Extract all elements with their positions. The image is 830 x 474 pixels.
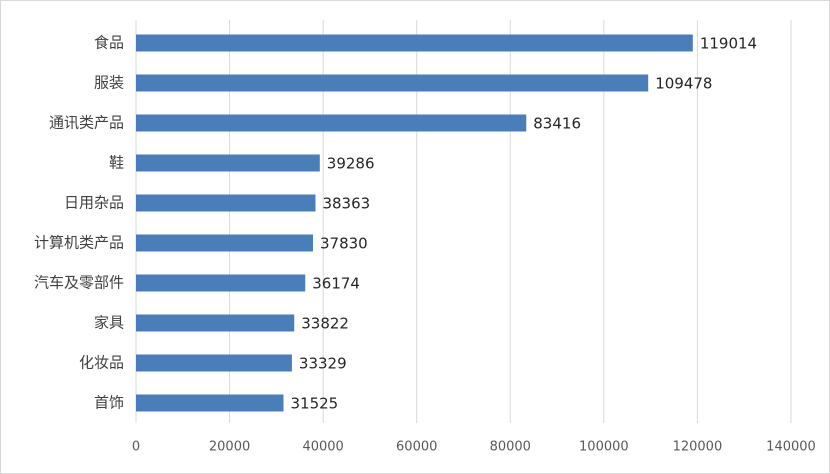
x-tick-label: 140000 <box>766 440 816 455</box>
x-tick-label: 60000 <box>396 440 437 455</box>
y-tick-label: 通讯类产品 <box>49 114 124 132</box>
data-label: 109478 <box>655 75 712 93</box>
bar <box>136 154 320 172</box>
y-tick-label: 首饰 <box>94 394 124 412</box>
x-tick-label: 80000 <box>490 440 531 455</box>
data-label: 83416 <box>533 115 581 133</box>
bar <box>136 194 316 212</box>
data-label: 39286 <box>327 155 375 173</box>
x-tick-label: 40000 <box>302 440 343 455</box>
y-tick-label: 家具 <box>94 314 124 332</box>
y-tick-label: 计算机类产品 <box>34 234 124 252</box>
data-label: 119014 <box>700 35 757 53</box>
x-tick-label: 120000 <box>673 440 723 455</box>
bar <box>136 394 284 412</box>
x-tick-label: 0 <box>132 440 140 455</box>
data-label: 38363 <box>322 195 370 213</box>
bar <box>136 114 527 132</box>
y-tick-label: 服装 <box>94 74 124 92</box>
y-tick-label: 汽车及零部件 <box>34 274 124 292</box>
y-tick-label: 日用杂品 <box>64 194 124 212</box>
bar <box>136 34 693 52</box>
data-label: 37830 <box>320 235 368 253</box>
y-tick-label: 化妆品 <box>79 354 124 372</box>
data-label: 33329 <box>299 355 347 373</box>
y-tick-label: 食品 <box>94 34 124 52</box>
x-tick-label: 20000 <box>209 440 250 455</box>
bar <box>136 354 292 372</box>
y-tick-label: 鞋 <box>109 154 124 172</box>
x-tick-label: 100000 <box>579 440 629 455</box>
data-label: 36174 <box>312 275 360 293</box>
data-label: 33822 <box>301 315 349 333</box>
bar <box>136 274 306 292</box>
bar <box>136 74 649 92</box>
data-label: 31525 <box>290 395 338 413</box>
bar <box>136 314 295 332</box>
bar <box>136 234 313 252</box>
